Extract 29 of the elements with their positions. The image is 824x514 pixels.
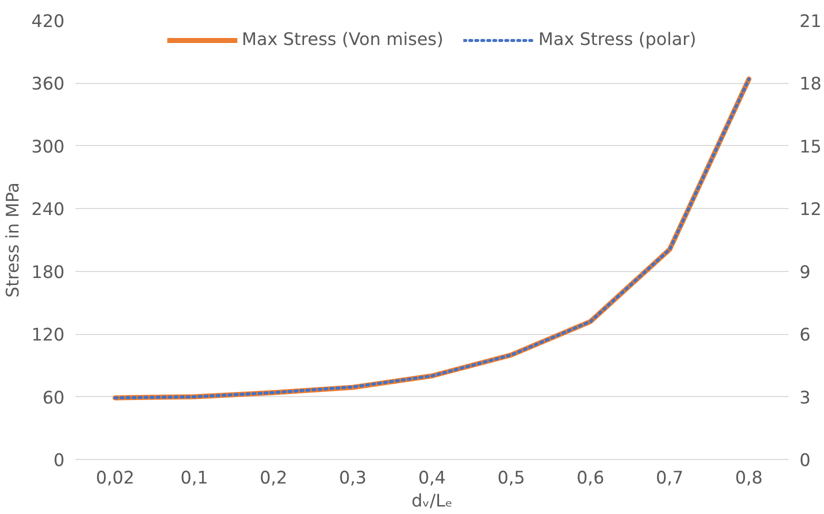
y2-tick-label: 12 (800, 200, 822, 220)
y2-tick-label: 21 (800, 12, 822, 32)
y-tick-label: 240 (31, 200, 65, 220)
y-tick-label: 60 (42, 388, 65, 408)
x-tick-label: 0,8 (735, 468, 763, 488)
x-tick-label: 0,02 (96, 468, 134, 488)
y-tick-label: 180 (31, 262, 65, 283)
y-tick-label: 300 (31, 137, 65, 158)
y2-tick-label: 18 (800, 74, 822, 95)
legend-label: Max Stress (Von mises) (242, 30, 444, 50)
x-tick-label: 0,6 (576, 468, 604, 488)
y2-tick-label: 0 (800, 451, 811, 471)
x-tick-label: 0,4 (418, 468, 446, 488)
legend-label: Max Stress (polar) (538, 30, 696, 50)
x-tick-label: 0,1 (180, 468, 208, 488)
x-tick-label: 0,2 (260, 468, 288, 488)
y-tick-label: 360 (31, 74, 65, 95)
x-tick-label: 0,3 (339, 468, 367, 488)
y-tick-label: 420 (31, 12, 65, 32)
x-tick-label: 0,7 (656, 468, 684, 488)
x-tick-label: 0,5 (497, 468, 526, 488)
y-tick-label: 120 (31, 326, 65, 346)
y2-tick-label: 15 (800, 137, 822, 158)
y-tick-label: 0 (53, 451, 65, 471)
y2-tick-label: 6 (800, 326, 811, 346)
y-axis-title: Stress in MPa (3, 182, 24, 298)
y2-tick-label: 9 (800, 262, 811, 283)
x-axis-title: dᵥ/Lₑ (412, 492, 452, 512)
y2-tick-label: 3 (800, 388, 811, 408)
